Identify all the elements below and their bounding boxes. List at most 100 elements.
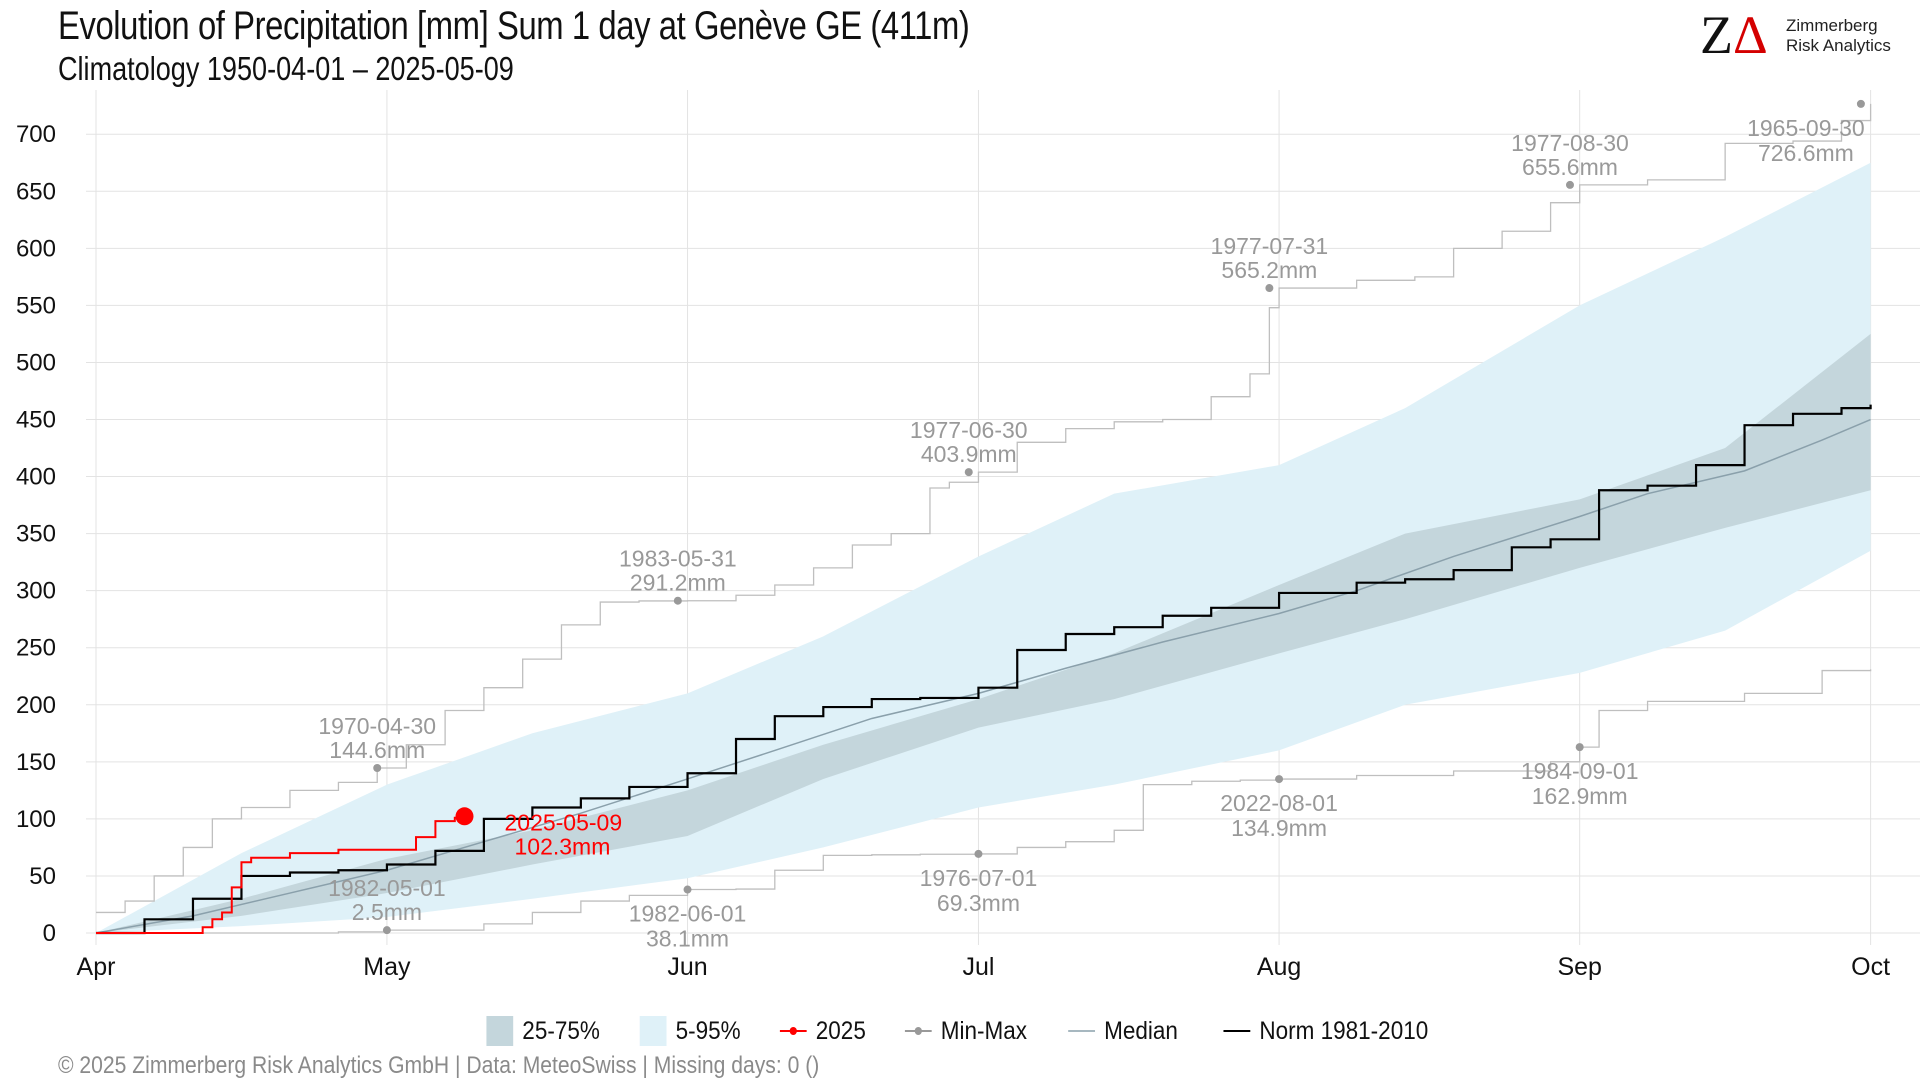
annotation-value: 2.5mm	[352, 899, 422, 925]
footer-credits: © 2025 Zimmerberg Risk Analytics GmbH | …	[58, 1052, 820, 1079]
extreme-point	[1856, 99, 1865, 108]
extreme-point	[1275, 775, 1284, 784]
y-tick-label: 250	[16, 635, 56, 662]
current-2025-point	[455, 807, 474, 826]
legend-item-current: 2025	[779, 1016, 866, 1046]
y-tick-label: 150	[16, 749, 56, 776]
x-tick-label: Jun	[667, 953, 707, 981]
y-tick-label: 650	[16, 178, 56, 205]
annotation-value: 655.6mm	[1522, 154, 1618, 180]
extreme-point	[964, 468, 973, 477]
annotation-label: 1982-05-012.5mm	[328, 875, 446, 925]
x-tick-label: May	[363, 953, 411, 981]
y-tick-label: 100	[16, 806, 56, 833]
legend-item-minmax: Min-Max	[905, 1016, 1027, 1046]
norm-line	[96, 404, 1872, 935]
legend-label-current: 2025	[815, 1016, 866, 1045]
annotation-value: 38.1mm	[646, 926, 729, 952]
legend-label-band50: 25-75%	[522, 1016, 601, 1045]
y-tick-label: 50	[29, 863, 56, 890]
y-tick-label: 450	[16, 407, 56, 434]
precipitation-chart: 0 50 100 150 200 250 300 350 400 450 500 550 600 650 7…	[16, 90, 1920, 981]
legend-item-band50: 25-75%	[486, 1016, 601, 1046]
y-tick-label: 600	[16, 235, 56, 262]
annotation-date: 1982-06-01	[629, 901, 747, 927]
y-tick-label: 300	[16, 578, 56, 605]
y-tick-label: 0	[43, 920, 56, 947]
annotation-date: 1977-08-30	[1511, 130, 1629, 156]
annotation-date: 2025-05-09	[504, 809, 622, 835]
extreme-point	[683, 885, 692, 894]
extreme-point	[373, 763, 382, 772]
chart-title: Evolution of Precipitation [mm] Sum 1 da…	[58, 4, 970, 48]
norm-path	[96, 404, 1872, 935]
annotation-date: 1977-06-30	[910, 417, 1028, 443]
legend-label-median: Median	[1104, 1016, 1179, 1045]
logo-delta: Δ	[1733, 5, 1768, 65]
annotation-value: 102.3mm	[514, 833, 610, 859]
extreme-point	[673, 596, 682, 605]
chart-subtitle: Climatology 1950-04-01 – 2025-05-09	[58, 50, 514, 87]
annotation-value: 565.2mm	[1221, 257, 1317, 283]
current-year-line	[96, 807, 474, 934]
extreme-point	[974, 849, 983, 858]
annotation-date: 1982-05-01	[328, 875, 446, 901]
annotation-date: 2022-08-01	[1220, 790, 1338, 816]
extreme-point	[1265, 284, 1274, 293]
legend-swatch-current	[779, 1016, 807, 1046]
legend-swatch-median	[1068, 1016, 1096, 1046]
current-2025-path	[96, 816, 466, 934]
logo-mark: ZΔ	[1700, 8, 1768, 62]
legend-swatch-minmax	[905, 1016, 933, 1046]
x-tick-label: Sep	[1557, 953, 1601, 981]
x-tick-label: Aug	[1257, 953, 1301, 981]
extreme-point	[1575, 743, 1584, 752]
axes: 0 50 100 150 200 250 300 350 400 450 500 550 600 650 7…	[16, 121, 1890, 981]
legend-item-median: Median	[1068, 1016, 1178, 1046]
extreme-point	[382, 926, 391, 935]
band-5-95	[96, 162, 1871, 934]
logo-z: Z	[1700, 5, 1733, 65]
y-tick-label: 400	[16, 464, 56, 491]
x-tick-label: Jul	[962, 953, 994, 981]
annotation-value: 144.6mm	[329, 737, 425, 763]
legend-item-norm: Norm 1981-2010	[1223, 1016, 1429, 1046]
legend-label-minmax: Min-Max	[941, 1016, 1028, 1045]
annotation-value: 403.9mm	[921, 441, 1017, 467]
annotation-value: 134.9mm	[1231, 815, 1327, 841]
legend-label-band90: 5-95%	[676, 1016, 742, 1045]
x-tick-label: Apr	[77, 953, 116, 981]
annotation-date: 1983-05-31	[619, 546, 737, 572]
x-tick-label: Oct	[1851, 953, 1890, 981]
logo-line-2: Risk Analytics	[1786, 36, 1891, 55]
legend: 25-75% 5-95% 2025 Min-Max Median Norm 19…	[0, 1013, 1920, 1049]
company-logo: ZΔ Zimmerberg Risk Analytics	[1700, 8, 1900, 62]
legend-label-norm: Norm 1981-2010	[1259, 1016, 1429, 1045]
y-tick-label: 200	[16, 692, 56, 719]
extreme-point	[1565, 180, 1574, 189]
band-5-95-area	[96, 162, 1871, 934]
legend-swatch-norm	[1223, 1016, 1251, 1046]
logo-line-1: Zimmerberg	[1786, 16, 1878, 35]
y-tick-label: 700	[16, 121, 56, 148]
annotation-value: 726.6mm	[1758, 140, 1854, 166]
annotation-date: 1970-04-30	[318, 713, 436, 739]
legend-swatch-band50	[486, 1016, 514, 1046]
y-tick-label: 350	[16, 521, 56, 548]
annotation-date: 1977-07-31	[1211, 233, 1329, 259]
y-tick-label: 550	[16, 292, 56, 319]
annotation-date: 1976-07-01	[920, 865, 1038, 891]
annotation-date: 1965-09-30	[1747, 115, 1865, 141]
annotation-value: 69.3mm	[937, 890, 1020, 916]
